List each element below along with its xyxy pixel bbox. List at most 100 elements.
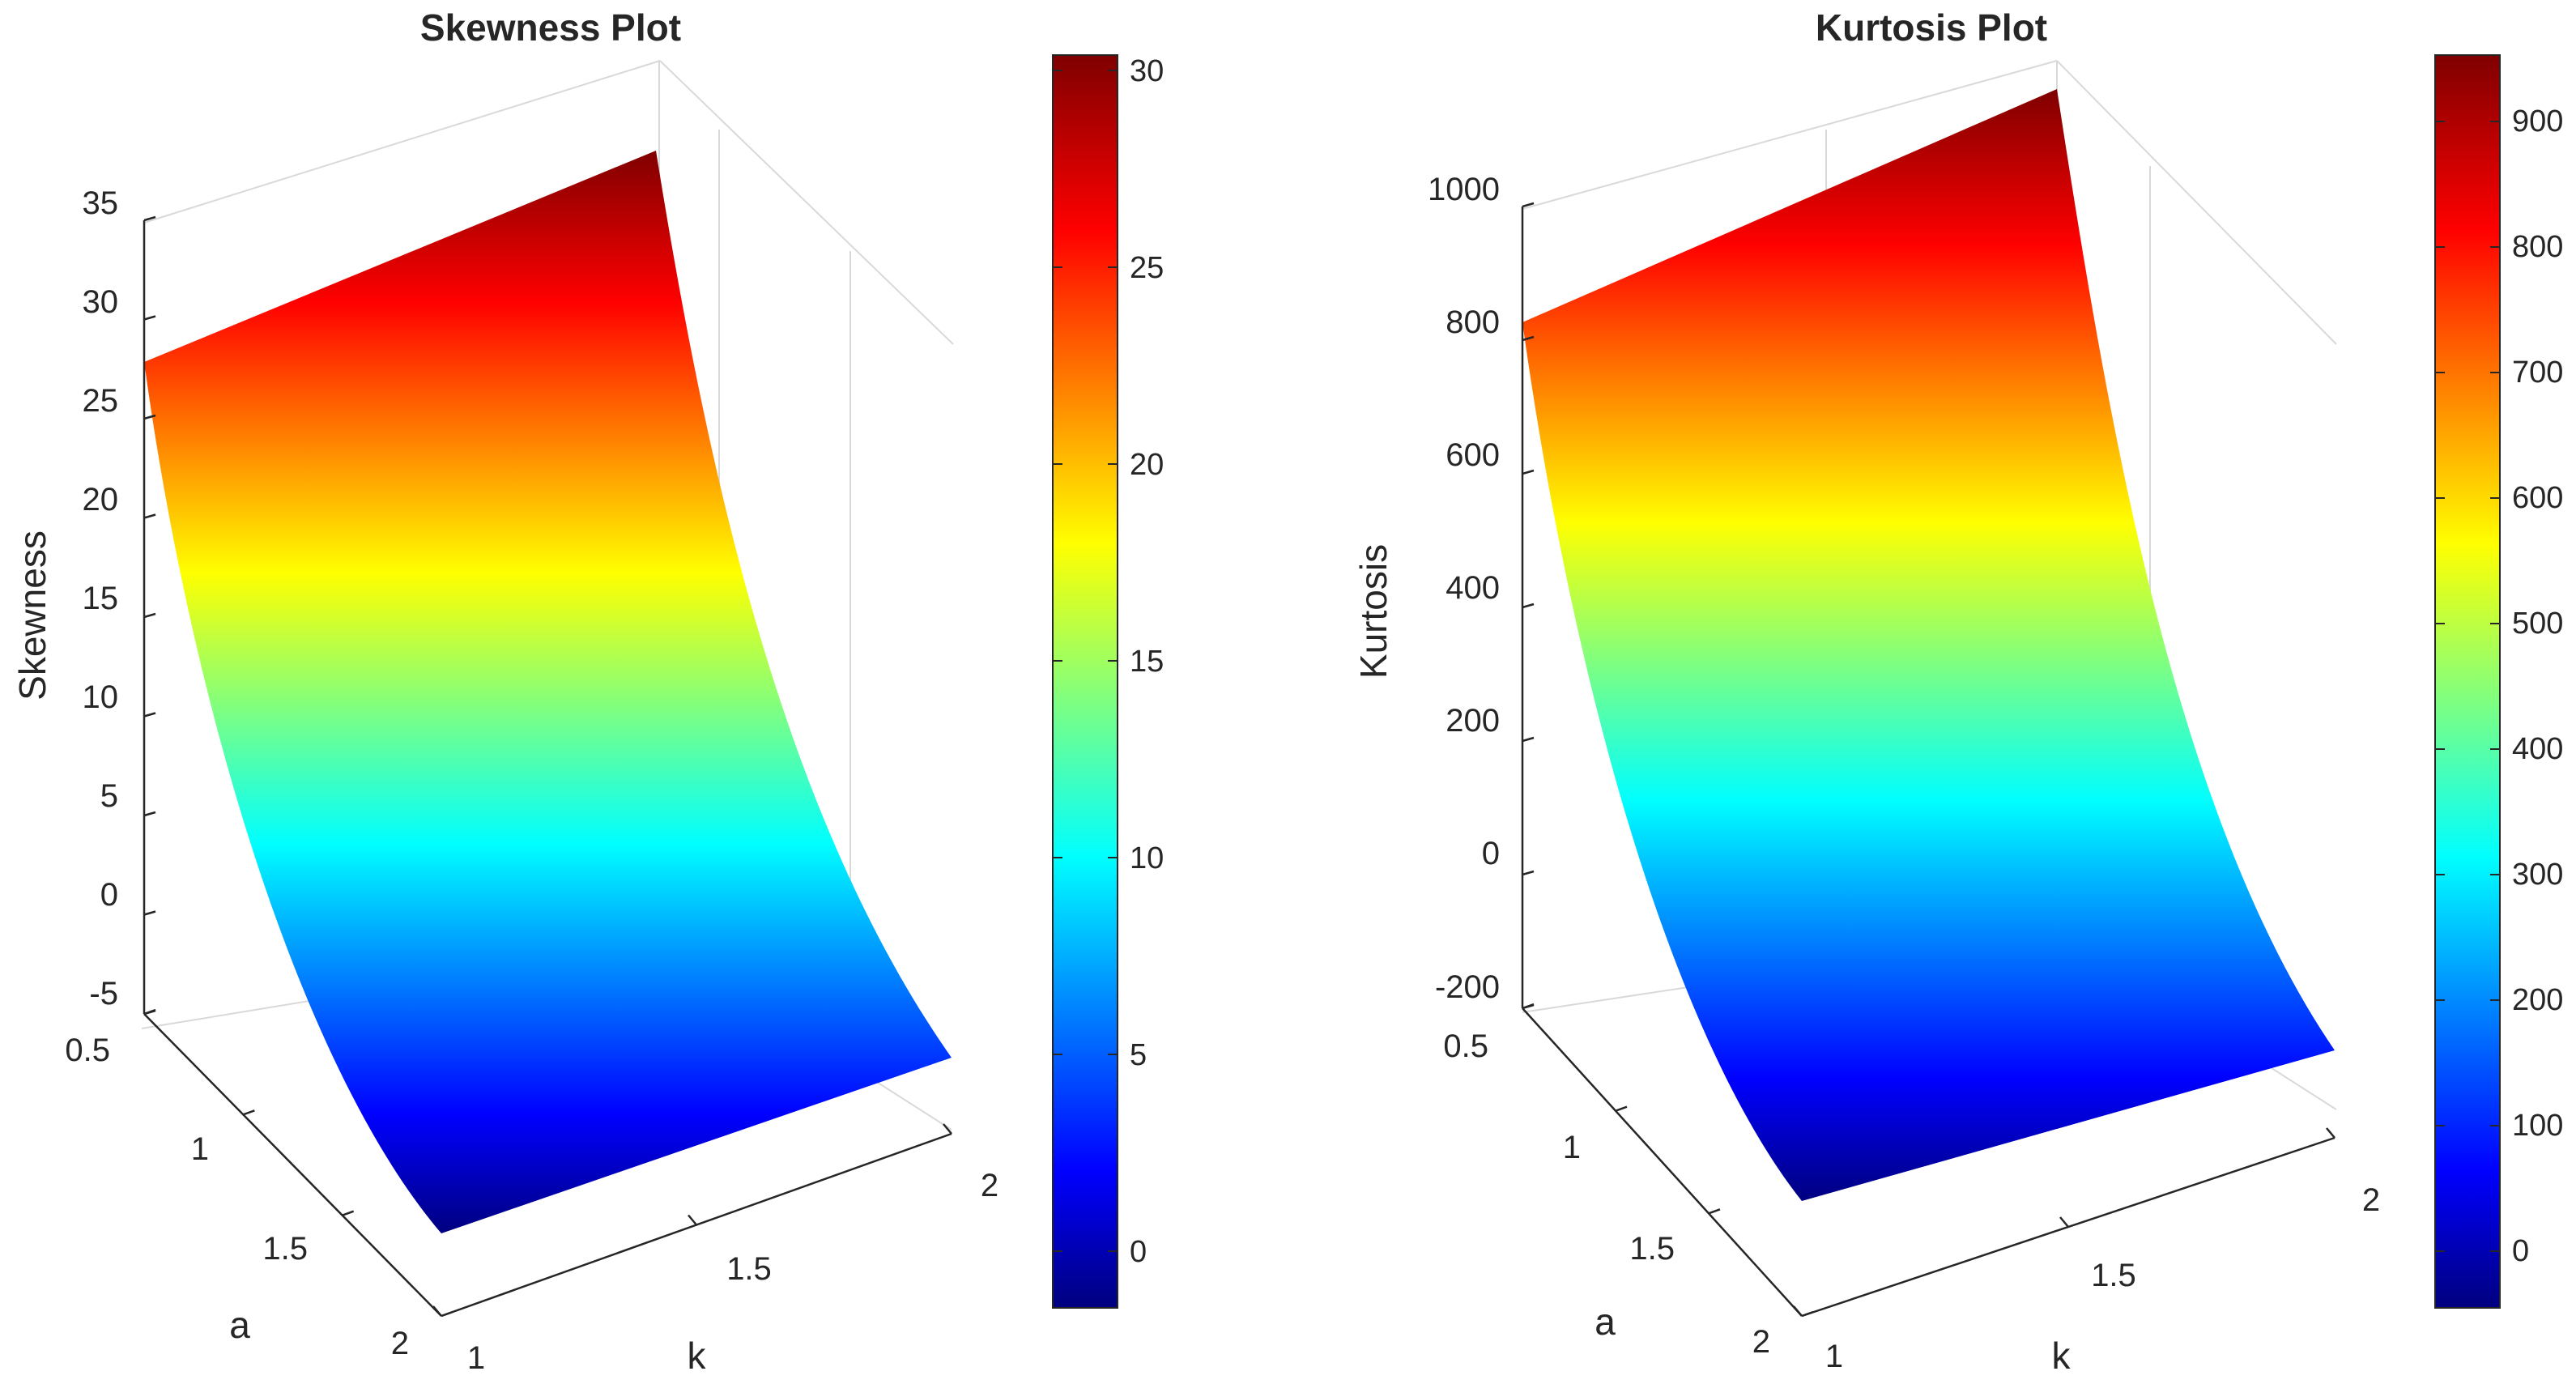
z-tick-label: 20 — [83, 482, 119, 517]
z-tick-label: -5 — [89, 976, 118, 1011]
z-tick-mark — [1522, 335, 1535, 342]
colorbar-tick-label: 200 — [2512, 983, 2563, 1017]
z-tick-mark — [143, 513, 156, 519]
z-tick-mark — [143, 215, 156, 222]
kurtosis-k-tick-labels: 1 1.5 2 — [1825, 1182, 2380, 1374]
a-tick-label: 2 — [1752, 1324, 1770, 1360]
z-tick-mark — [1522, 202, 1535, 208]
skewness-title: Skewness Plot — [420, 6, 681, 49]
kurtosis-colorbar-labels: 0 100 200 300 400 500 600 700 800 900 — [2512, 104, 2563, 1268]
a-tick-mark — [1801, 1310, 1814, 1318]
skewness-k-axis-label: k — [688, 1335, 707, 1377]
skewness-colorbar-labels: 0 5 10 15 20 25 30 — [1130, 54, 1164, 1269]
a-tick-label: 1.5 — [262, 1231, 308, 1267]
k-tick-mark — [943, 1123, 952, 1135]
a-tick-mark — [1708, 1208, 1721, 1215]
a-tick-mark — [1615, 1105, 1628, 1112]
z-tick-label: 15 — [83, 581, 119, 616]
z-tick-mark — [1522, 469, 1535, 475]
a-tick-mark — [441, 1310, 453, 1318]
a-tick-label: 2 — [391, 1326, 409, 1361]
z-tick-label: 1000 — [1428, 172, 1500, 207]
z-tick-label: 800 — [1446, 304, 1500, 340]
z-tick-mark — [143, 612, 156, 619]
skewness-tick-marks — [143, 215, 952, 1318]
a-tick-mark — [342, 1210, 355, 1216]
skewness-z-axis-label: Skewness — [11, 530, 53, 701]
colorbar-tick-label: 30 — [1130, 54, 1164, 88]
colorbar-tick-label: 500 — [2512, 607, 2563, 641]
k-tick-mark — [2059, 1216, 2069, 1228]
colorbar-tick-label: 10 — [1130, 841, 1164, 875]
k-tick-label: 2 — [981, 1168, 998, 1203]
colorbar-tick-label: 700 — [2512, 356, 2563, 390]
z-tick-mark — [1522, 736, 1535, 743]
kurtosis-a-axis-label: a — [1595, 1301, 1616, 1343]
k-tick-mark — [2326, 1127, 2335, 1139]
k-tick-label: 1.5 — [2091, 1258, 2136, 1293]
colorbar-tick-label: 400 — [2512, 732, 2563, 766]
colorbar-tick-label: 25 — [1130, 251, 1164, 285]
z-tick-label: 0 — [1482, 836, 1500, 871]
a-tick-label: 1.5 — [1629, 1231, 1675, 1267]
kurtosis-z-axis-label: Kurtosis — [1352, 544, 1394, 679]
colorbar-tick-label: 300 — [2512, 858, 2563, 892]
a-tick-mark — [242, 1109, 255, 1116]
z-tick-mark — [143, 712, 156, 718]
z-tick-label: -200 — [1435, 969, 1500, 1005]
z-tick-label: 200 — [1446, 703, 1500, 739]
colorbar-tick-label: 100 — [2512, 1109, 2563, 1143]
k-tick-mark — [1793, 1305, 1803, 1317]
kurtosis-title: Kurtosis Plot — [1816, 6, 2047, 49]
z-tick-mark — [143, 315, 156, 321]
a-tick-mark — [1522, 1003, 1535, 1010]
skewness-colorbar-ticks — [1053, 70, 1118, 1252]
kurtosis-z-tick-labels: -200 0 200 400 600 800 1000 — [1428, 172, 1500, 1005]
skewness-a-tick-labels: 0.5 1 1.5 2 — [65, 1033, 409, 1361]
skewness-z-tick-labels: -5 0 5 10 15 20 25 30 35 — [83, 185, 119, 1011]
colorbar-tick-label: 900 — [2512, 104, 2563, 138]
z-tick-label: 0 — [100, 877, 118, 913]
colorbar-tick-label: 800 — [2512, 230, 2563, 264]
z-tick-label: 30 — [83, 284, 119, 320]
z-tick-label: 600 — [1446, 437, 1500, 473]
skewness-surface — [144, 151, 952, 1233]
z-tick-label: 5 — [100, 778, 118, 814]
a-tick-label: 1 — [191, 1131, 209, 1167]
k-tick-label: 1 — [467, 1340, 485, 1376]
z-tick-label: 25 — [83, 383, 119, 419]
k-tick-mark — [688, 1214, 697, 1226]
colorbar-tick-label: 5 — [1130, 1038, 1147, 1072]
z-tick-mark — [143, 910, 156, 916]
a-tick-label: 0.5 — [1443, 1028, 1488, 1064]
z-tick-label: 10 — [83, 679, 119, 715]
z-tick-label: 35 — [83, 185, 119, 221]
kurtosis-surface — [1522, 89, 2335, 1201]
colorbar-tick-label: 600 — [2512, 481, 2563, 515]
kurtosis-plot: Kurtosis Plot -200 0 200 400 600 800 100… — [1352, 6, 2563, 1377]
a-tick-mark — [143, 1008, 156, 1016]
z-tick-mark — [143, 414, 156, 420]
colorbar-tick-label: 0 — [1130, 1235, 1147, 1269]
skewness-k-tick-labels: 1 1.5 2 — [467, 1168, 998, 1376]
k-tick-mark — [432, 1305, 442, 1317]
skewness-plot: Skewness Plot -5 0 5 10 15 20 25 30 35 S… — [11, 6, 1164, 1377]
kurtosis-tick-marks — [1522, 202, 2335, 1318]
skewness-colorbar — [1052, 54, 1118, 1309]
z-tick-mark — [1522, 603, 1535, 609]
colorbar-tick-label: 15 — [1130, 645, 1164, 679]
kurtosis-k-axis-label: k — [2052, 1335, 2071, 1377]
kurtosis-a-tick-labels: 0.5 1 1.5 2 — [1443, 1028, 1770, 1360]
z-tick-mark — [143, 811, 156, 817]
kurtosis-colorbar — [2434, 54, 2501, 1309]
colorbar-tick-label: 20 — [1130, 448, 1164, 482]
a-tick-label: 1 — [1563, 1130, 1581, 1165]
a-tick-label: 0.5 — [65, 1033, 110, 1068]
k-tick-label: 2 — [2362, 1182, 2380, 1218]
z-tick-label: 400 — [1446, 570, 1500, 606]
k-tick-label: 1 — [1825, 1339, 1843, 1374]
colorbar-tick-label: 0 — [2512, 1234, 2529, 1268]
k-tick-label: 1.5 — [726, 1251, 772, 1287]
kurtosis-colorbar-ticks — [2435, 121, 2500, 1252]
